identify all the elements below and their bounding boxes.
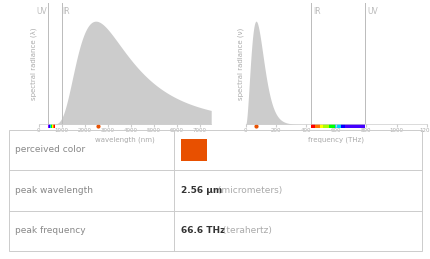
Text: peak frequency: peak frequency (15, 226, 86, 235)
Bar (51, 124, 52, 128)
Bar (52, 124, 53, 128)
Bar (53, 124, 55, 128)
Text: perceived color: perceived color (15, 145, 85, 154)
X-axis label: frequency (THz): frequency (THz) (307, 136, 363, 143)
Y-axis label: spectral radiance (λ): spectral radiance (λ) (31, 27, 37, 100)
Text: 66.6 THz: 66.6 THz (180, 226, 224, 235)
Bar (310, 124, 314, 128)
X-axis label: wavelength (nm): wavelength (nm) (95, 136, 154, 143)
Text: (micrometers): (micrometers) (215, 186, 282, 195)
Bar (340, 124, 344, 128)
Text: (terahertz): (terahertz) (220, 226, 271, 235)
Text: 2.56 μm: 2.56 μm (180, 186, 221, 195)
Text: IR: IR (62, 7, 70, 16)
Text: peak wavelength: peak wavelength (15, 186, 93, 195)
Bar (334, 124, 340, 128)
Bar (49, 124, 50, 128)
Bar (328, 124, 334, 128)
Bar (50, 124, 51, 128)
Y-axis label: spectral radiance (ν): spectral radiance (ν) (237, 27, 244, 99)
Bar (314, 124, 319, 128)
Bar (344, 124, 364, 128)
Text: IR: IR (313, 7, 320, 16)
Text: UV: UV (367, 7, 378, 16)
Text: UV: UV (37, 7, 47, 16)
Bar (322, 124, 328, 128)
Bar (319, 124, 322, 128)
Bar (47, 124, 49, 128)
